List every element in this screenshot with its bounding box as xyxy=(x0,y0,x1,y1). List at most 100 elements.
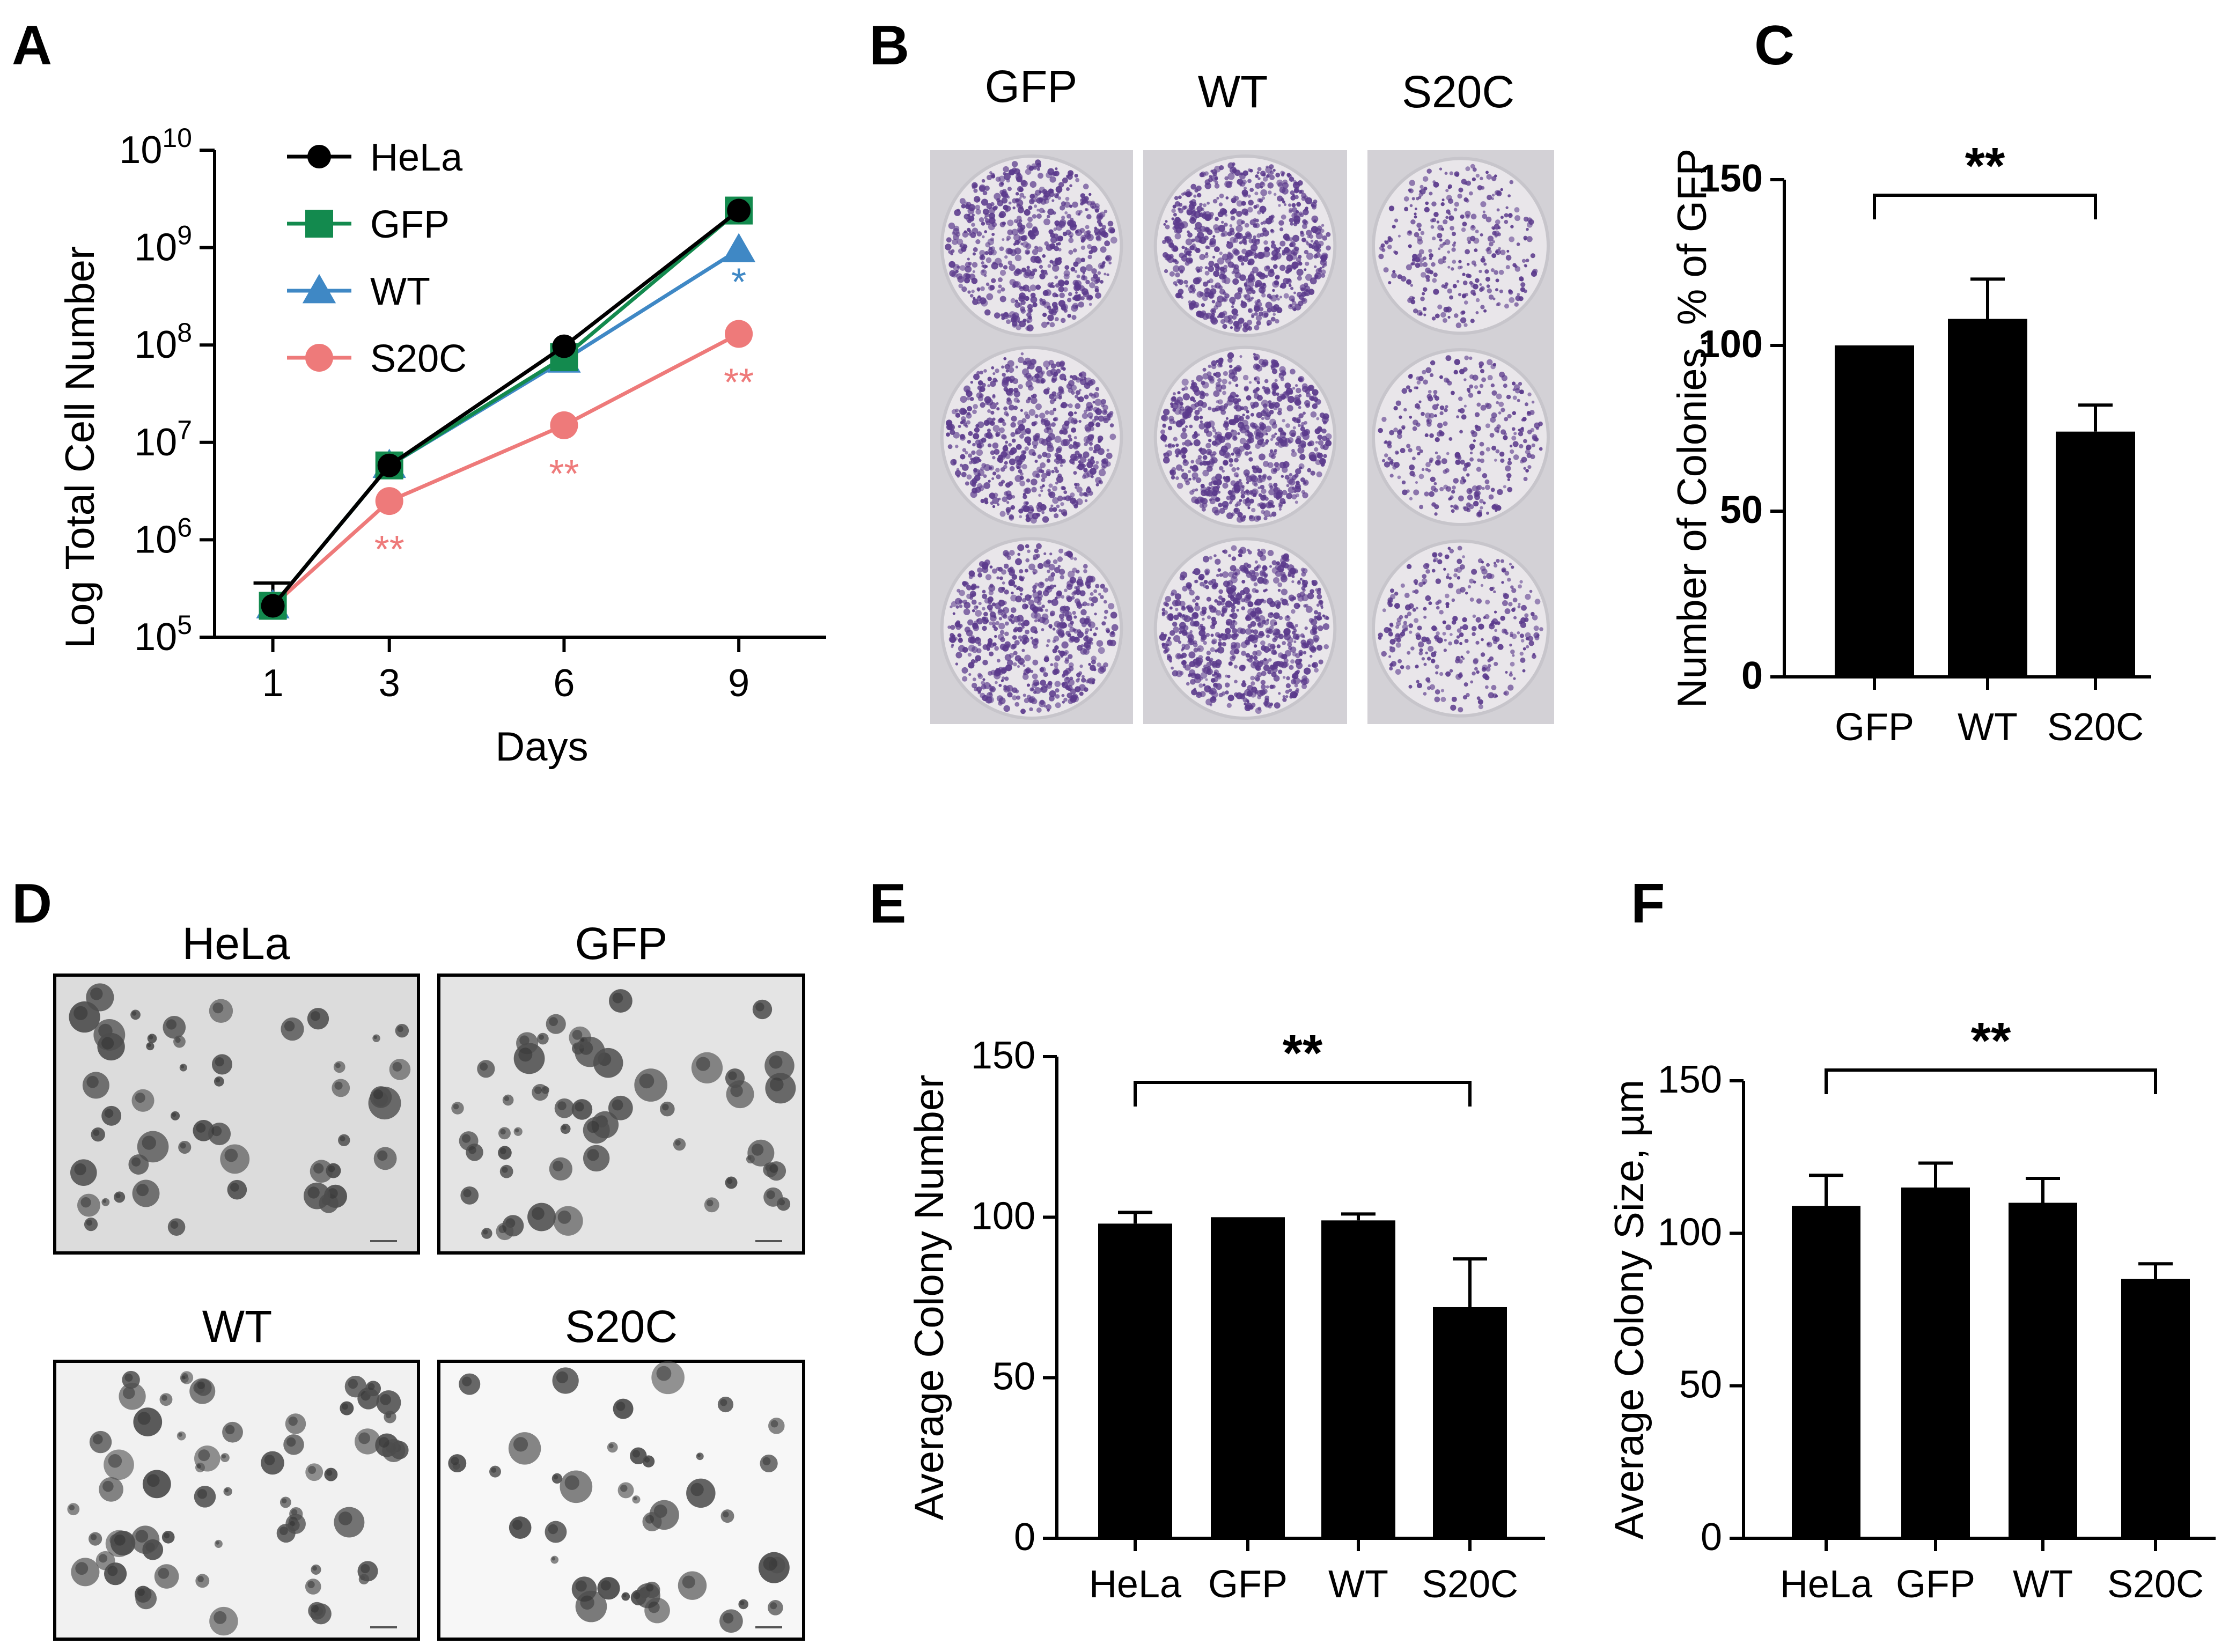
colony-dot xyxy=(1010,298,1016,304)
colony-dot xyxy=(1195,595,1200,601)
colony-dot xyxy=(1188,477,1191,481)
colony-dot xyxy=(1304,400,1311,407)
colony-dot xyxy=(1471,569,1477,575)
colony-dot xyxy=(1395,642,1401,648)
colony-dots xyxy=(1378,164,1538,328)
colony-dot xyxy=(1297,444,1301,448)
colony-dot xyxy=(1302,219,1307,224)
colony-dot xyxy=(1322,623,1330,630)
colony-dot xyxy=(1292,417,1297,422)
colony-dot xyxy=(1023,319,1027,323)
colony-dot xyxy=(1300,426,1305,432)
colony-dot xyxy=(1452,284,1457,289)
colony-dot xyxy=(1293,188,1299,194)
colony-dot xyxy=(1401,426,1406,430)
colony-dot xyxy=(1473,500,1479,507)
colony-dot xyxy=(1535,426,1539,430)
colony-dot xyxy=(1301,383,1308,389)
colony-dot xyxy=(1261,293,1266,298)
colony-dot xyxy=(1087,486,1091,490)
colony-dot xyxy=(1218,202,1223,206)
colony-dot xyxy=(1183,386,1188,390)
colony-dot xyxy=(998,497,1001,501)
colony-dot xyxy=(1224,293,1230,299)
colony-dot xyxy=(1486,284,1490,288)
colony-dot xyxy=(1194,605,1201,611)
colony-dot xyxy=(1484,484,1490,490)
colony-dot xyxy=(1451,247,1456,252)
colony-dot xyxy=(1181,468,1185,472)
colony-dot xyxy=(1098,593,1101,596)
colony-dot xyxy=(981,222,985,226)
colony-dot xyxy=(1286,492,1292,499)
colony-dot xyxy=(1011,416,1017,422)
colony-dot xyxy=(1521,604,1527,611)
colony-dot xyxy=(1192,612,1198,618)
colony-dot xyxy=(1052,497,1059,504)
colony-dot xyxy=(1513,454,1519,460)
colony-dot xyxy=(1185,405,1191,412)
colony-dot xyxy=(1194,579,1198,584)
colony-dot xyxy=(1194,402,1200,408)
colony-dot xyxy=(1049,176,1056,183)
colony-dot xyxy=(1489,623,1495,630)
colony-dot xyxy=(1507,684,1514,691)
colony-dot xyxy=(1208,261,1215,267)
colony-dot xyxy=(1490,383,1495,388)
colony-dot xyxy=(1440,697,1446,702)
colony-dot xyxy=(1283,461,1290,468)
colony-dot xyxy=(1289,217,1294,223)
colony-dot xyxy=(1266,685,1269,689)
colony-dot xyxy=(1160,632,1164,635)
colony-dot xyxy=(1434,696,1440,703)
colony-dot xyxy=(1420,296,1425,301)
colony-dot xyxy=(1428,601,1432,606)
colony-dot xyxy=(976,443,982,448)
colony-dot xyxy=(1018,622,1022,626)
colony-dot xyxy=(1298,405,1301,409)
colony-dot xyxy=(1524,238,1527,241)
colony-dot xyxy=(1470,290,1476,295)
colony-dot xyxy=(1274,449,1277,453)
colony-dot xyxy=(1024,654,1031,661)
colony-dot xyxy=(1039,298,1043,302)
colony-dot xyxy=(1424,412,1431,419)
colony-dot xyxy=(1065,196,1070,201)
colony-dot xyxy=(1534,599,1541,604)
colony-dot xyxy=(1068,654,1073,659)
colony-dot xyxy=(1460,214,1465,219)
colony-dot xyxy=(990,202,995,206)
colony-dot xyxy=(1057,556,1063,562)
colony-dot xyxy=(1064,588,1068,593)
colony-dot xyxy=(1486,174,1492,180)
colony-dot xyxy=(1500,216,1504,219)
colony-dot xyxy=(1318,440,1324,446)
colony-dot xyxy=(1414,618,1419,623)
colony-dot xyxy=(1394,218,1399,223)
colony-dot xyxy=(1029,309,1033,313)
colony-dot xyxy=(962,676,968,682)
colony-dot xyxy=(1414,232,1419,238)
colony-dot xyxy=(966,396,970,401)
colony-dot xyxy=(1389,474,1394,478)
colony-dot xyxy=(1103,417,1109,424)
colony-dot xyxy=(1393,250,1396,254)
colony-dot xyxy=(982,644,989,650)
colony-dot xyxy=(1095,235,1101,240)
colony-dot xyxy=(1061,509,1068,515)
colony-dot xyxy=(1104,209,1108,213)
colony-dot xyxy=(1029,194,1035,200)
colony-dot xyxy=(1388,237,1393,242)
colony-dot xyxy=(1451,509,1455,513)
colony-dot xyxy=(1291,203,1296,208)
colony-dot xyxy=(1007,229,1013,235)
colony-dot xyxy=(948,261,955,268)
colony-dot xyxy=(1223,476,1226,480)
colony-dot xyxy=(1251,475,1258,483)
colony-dot xyxy=(1392,224,1396,229)
colony-dot xyxy=(1181,652,1187,658)
colony-dot xyxy=(1041,613,1049,621)
colony-dot xyxy=(1024,209,1031,216)
colony-dot xyxy=(1220,409,1226,415)
colony-dot xyxy=(1261,417,1264,421)
